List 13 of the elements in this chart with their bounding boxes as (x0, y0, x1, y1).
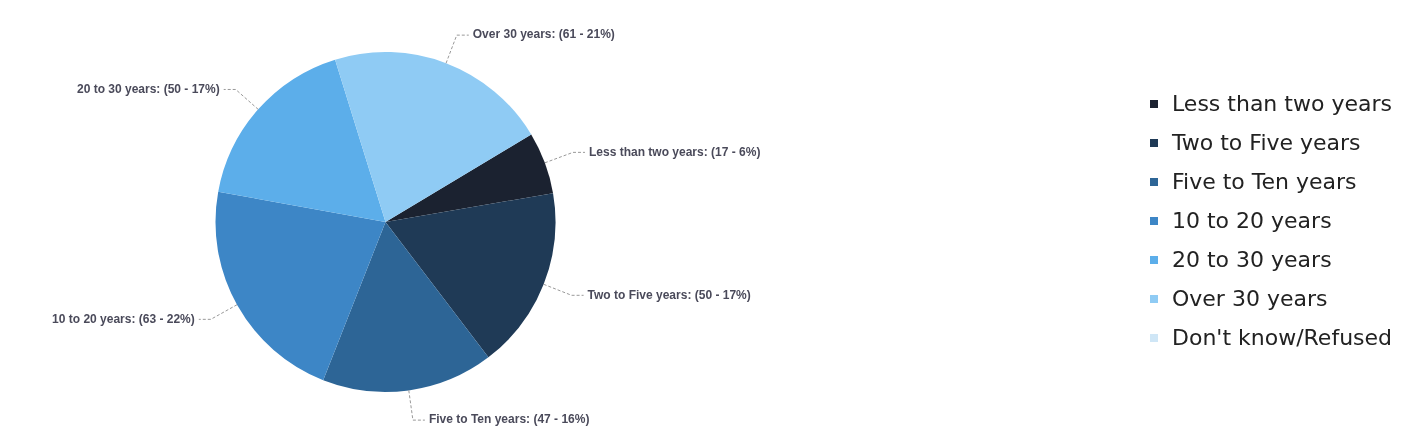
legend-label: Don't know/Refused (1171, 324, 1393, 352)
data-label: Over 30 years: (61 - 21%) (472, 27, 615, 42)
legend-label: Five to Ten years (1171, 168, 1358, 196)
data-label: 20 to 30 years: (50 - 17%) (76, 81, 220, 96)
legend-label: 20 to 30 years (1171, 246, 1333, 274)
legend-label: 10 to 20 years (1171, 207, 1333, 235)
legend-label: Over 30 years (1171, 285, 1329, 313)
legend-label: Less than two years (1171, 90, 1393, 118)
data-label: Less than two years: (17 - 6%) (588, 144, 761, 159)
data-label: 10 to 20 years: (63 - 22%) (52, 311, 195, 326)
data-label: Five to Ten years: (47 - 16%) (428, 412, 590, 427)
legend-label: Two to Five years (1171, 129, 1362, 157)
data-label: Two to Five years: (50 - 17%) (587, 287, 751, 302)
